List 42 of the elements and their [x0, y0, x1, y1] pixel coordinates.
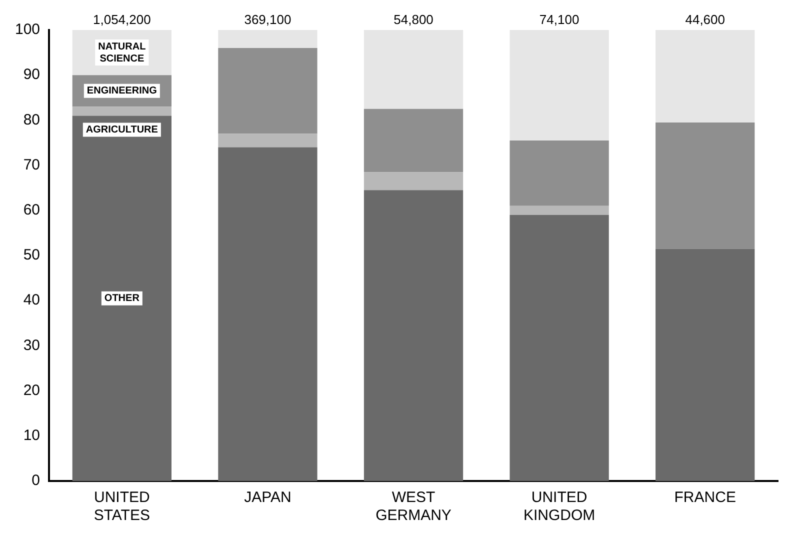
- series-label: NATURAL SCIENCE: [98, 41, 146, 64]
- bar: [364, 190, 464, 481]
- bar: [218, 48, 318, 134]
- bar: [218, 147, 318, 481]
- y-tick-label: 70: [23, 156, 40, 174]
- bar: [218, 134, 318, 148]
- annotation: 74,100: [539, 12, 580, 28]
- y-tick-label: 0: [32, 472, 40, 490]
- series-label: AGRICULTURE: [86, 124, 158, 136]
- x-tick-label: WEST GERMANY: [376, 489, 452, 524]
- bar: [510, 140, 609, 206]
- bar: [364, 108, 464, 172]
- x-tick-label: UNITED KINGDOM: [523, 489, 596, 524]
- bar: [510, 206, 609, 215]
- annotation: 1,054,200: [93, 12, 151, 28]
- annotation: 44,600: [685, 12, 725, 28]
- y-tick-label: 10: [23, 427, 40, 444]
- series-label: ENGINEERING: [86, 86, 158, 97]
- x-tick-label: FRANCE: [674, 489, 736, 506]
- y-tick-label: 40: [23, 292, 40, 309]
- bar: [656, 122, 755, 249]
- bar: [510, 30, 609, 140]
- annotation: 369,100: [244, 12, 292, 28]
- bar: [656, 30, 755, 122]
- bar: [364, 172, 464, 190]
- y-tick-label: 60: [23, 202, 40, 219]
- y-tick-label: 100: [14, 21, 40, 38]
- bar: [72, 116, 172, 481]
- y-tick-label: 90: [23, 66, 40, 84]
- y-tick-label: 50: [23, 246, 40, 264]
- y-tick-label: 20: [23, 382, 40, 399]
- annotation: 54,800: [394, 12, 434, 28]
- bar: [656, 248, 755, 481]
- y-tick-label: 30: [23, 336, 40, 354]
- y-tick-label: 80: [23, 111, 40, 128]
- bar: [72, 106, 172, 116]
- bar: [510, 214, 609, 481]
- x-tick-label: UNITED STATES: [94, 489, 150, 524]
- series-label: OTHER: [104, 293, 140, 304]
- bar: [218, 30, 318, 48]
- bar: [364, 30, 464, 109]
- x-tick-label: JAPAN: [244, 489, 292, 506]
